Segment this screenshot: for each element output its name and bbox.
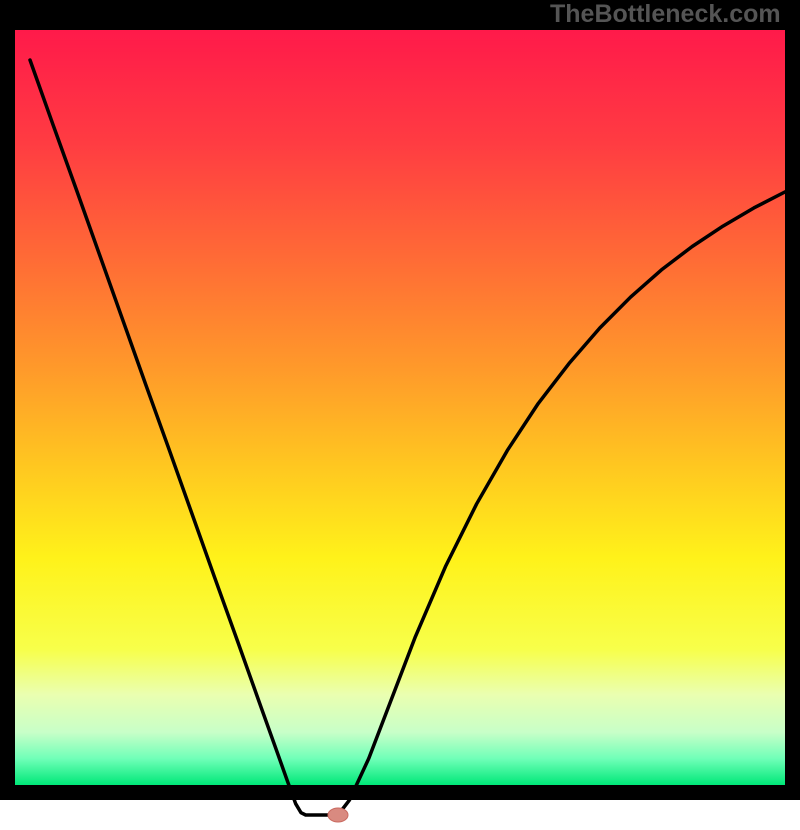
curve-layer — [15, 30, 800, 830]
chart-frame — [0, 0, 800, 800]
chart-container: { "watermark": { "text": "TheBottleneck.… — [0, 0, 800, 800]
vertex-marker — [328, 808, 348, 822]
watermark-text: TheBottleneck.com — [550, 0, 781, 29]
bottleneck-curve — [30, 60, 800, 815]
